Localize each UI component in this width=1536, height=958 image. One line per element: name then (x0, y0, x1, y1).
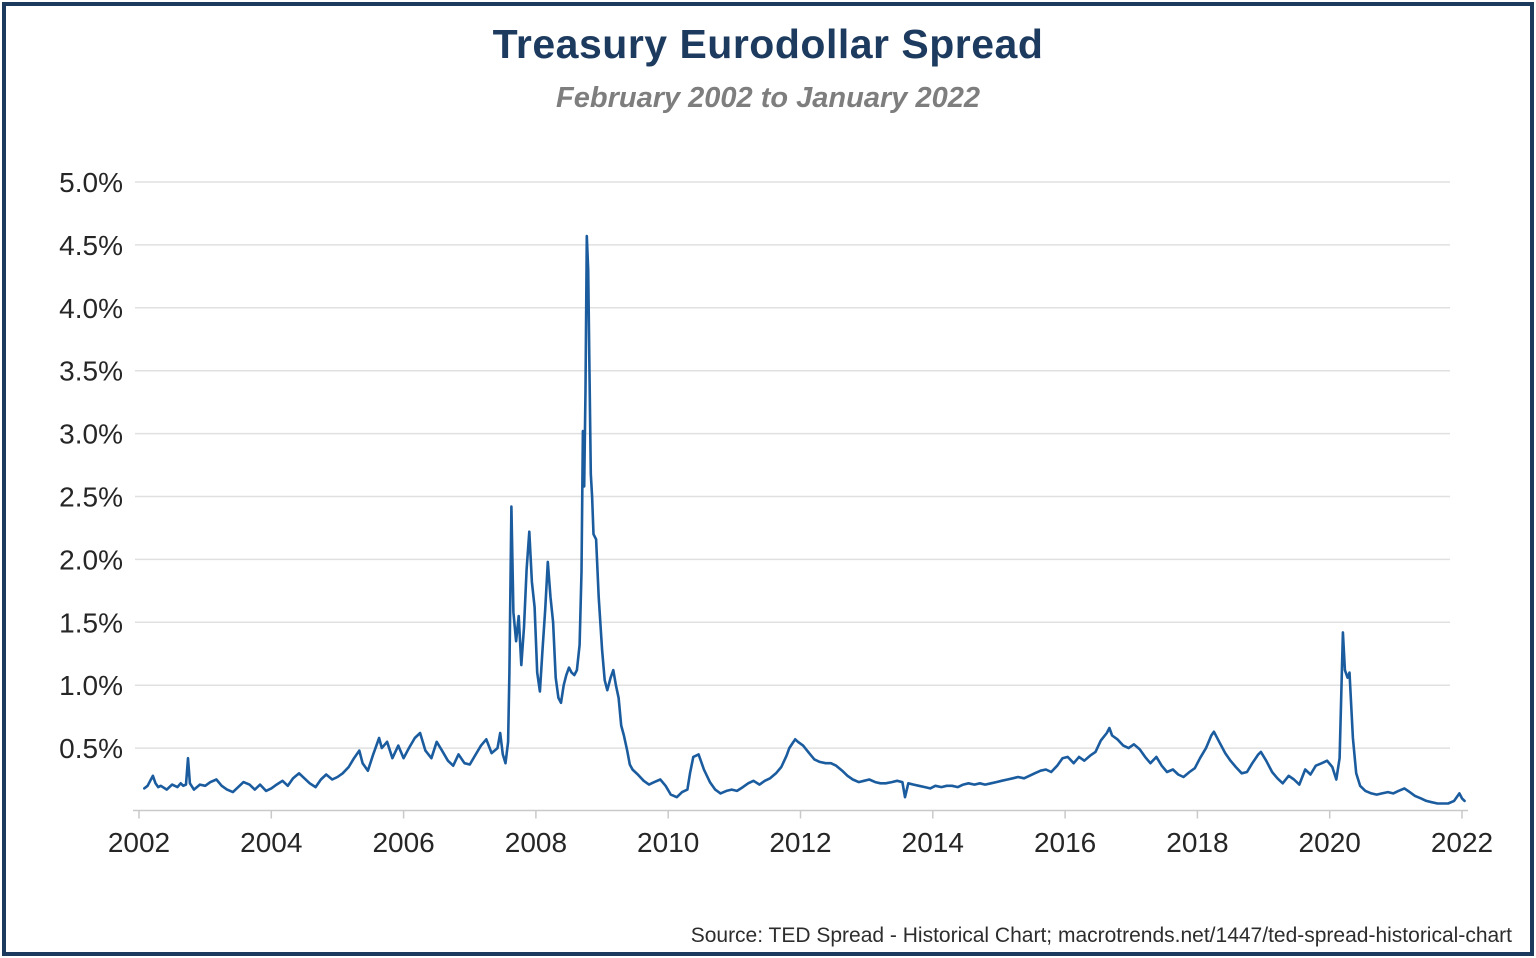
y-tick-label: 2.5% (59, 482, 123, 513)
x-tick-label: 2004 (240, 827, 302, 858)
x-tick-label: 2014 (902, 827, 964, 858)
y-tick-label: 5.0% (59, 167, 123, 198)
x-tick-label: 2012 (769, 827, 831, 858)
y-tick-label: 1.0% (59, 670, 123, 701)
chart-subtitle: February 2002 to January 2022 (556, 82, 980, 114)
x-tick-label: 2010 (637, 827, 699, 858)
y-tick-label: 4.0% (59, 293, 123, 324)
x-tick-label: 2016 (1034, 827, 1096, 858)
y-tick-label: 3.0% (59, 419, 123, 450)
y-tick-label: 1.5% (59, 607, 123, 638)
y-tick-label: 0.5% (59, 733, 123, 764)
chart-title: Treasury Eurodollar Spread (492, 21, 1044, 67)
source-note: Source: TED Spread - Historical Chart; m… (690, 924, 1512, 947)
x-tick-label: 2006 (372, 827, 434, 858)
x-tick-label: 2018 (1166, 827, 1228, 858)
x-tick-label: 2022 (1431, 827, 1493, 858)
x-tick-label: 2020 (1299, 827, 1361, 858)
y-tick-label: 2.0% (59, 544, 123, 575)
y-tick-label: 4.5% (59, 230, 123, 261)
x-tick-label: 2008 (505, 827, 567, 858)
spread-line (143, 234, 1466, 805)
y-tick-label: 3.5% (59, 356, 123, 387)
x-tick-label: 2002 (108, 827, 170, 858)
